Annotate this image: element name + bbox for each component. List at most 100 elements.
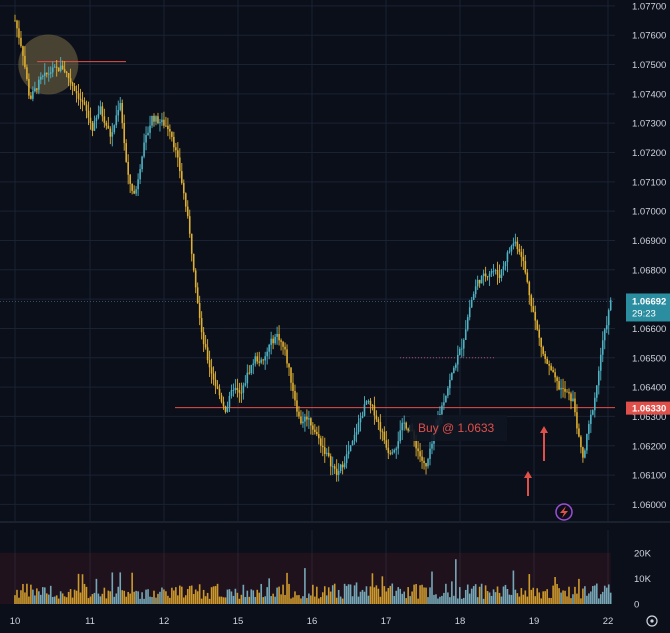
volume-bar [609,592,612,604]
volume-bar [470,588,473,604]
candle-body [115,115,118,126]
volume-bar [534,596,537,604]
volume-bar [224,597,227,604]
candle-body [486,276,489,278]
candle-body [389,452,392,454]
price-tick-label: 1.07600 [632,31,666,42]
volume-bar [365,586,368,604]
candle-body [518,248,521,252]
candle-body [171,131,173,137]
volume-bar [180,586,183,604]
candle-body [137,179,139,190]
candle-body [69,78,72,83]
volume-bar [232,595,235,604]
candle-body [204,344,207,348]
candle-body [192,253,195,271]
volume-bar [357,596,360,604]
gear-center [650,619,654,623]
candle-body [425,463,427,467]
volume-bar [14,595,16,604]
candle-body [175,147,177,151]
candle-body [427,459,429,467]
volume-bar [113,596,116,604]
volume-bar [484,585,487,604]
volume-bar [540,598,543,604]
volume-bar [81,574,84,604]
candle-body [125,143,127,162]
candle-body [462,339,465,349]
highlight-circle [18,34,79,95]
candle-body [298,411,300,417]
candle-body [468,307,471,318]
volume-bar [498,592,501,604]
lightning-icon[interactable] [555,503,573,521]
volume-bar [599,594,602,604]
candle-body [151,115,153,126]
volume-bar [524,590,527,604]
candle-body [256,356,259,362]
candle-body [393,450,396,453]
candle-body [123,123,126,144]
volume-bar [173,590,175,604]
volume-bar [129,593,131,604]
candle-body [77,93,80,99]
candle-body [403,422,405,424]
candle-body [79,98,82,100]
candle-body [34,88,36,92]
candle-body [89,117,92,124]
candle-body [147,132,149,136]
candle-body [294,390,296,401]
volume-bar [32,589,34,604]
volume-bar [18,597,20,604]
volume-bars [14,559,612,604]
volume-bar [417,598,419,604]
candle-body [550,365,552,371]
candle-body [165,125,167,127]
volume-bar [20,590,22,604]
volume-bar [204,596,207,604]
candle-body [95,117,98,121]
candle-body [472,294,475,300]
volume-bar [121,590,124,604]
candle-body [260,359,263,363]
volume-bar [95,578,98,604]
candle-body [182,182,185,194]
candle-body [143,142,145,157]
candle-body [379,422,382,432]
volume-bar [596,583,598,604]
candle-body [383,431,386,441]
volume-bar [127,591,129,604]
volume-bar [41,587,44,604]
candle-body [353,434,356,442]
volume-bar [379,596,382,604]
candle-body [361,415,364,419]
candle-body [133,190,135,194]
volume-bar [437,598,439,604]
volume-bar [28,596,30,604]
volume-bar [532,587,535,604]
candle-body [18,28,20,38]
volume-bar [143,598,145,604]
volume-bar [316,586,318,604]
price-tick-label: 1.06900 [632,236,666,247]
volume-bar [318,598,320,604]
volume-bar [234,588,237,604]
time-tick-label: 18 [455,616,466,627]
candle-body [55,66,58,68]
candle-body [560,388,562,390]
volume-bar [196,591,199,604]
volume-bar [151,597,153,604]
settings-gear-icon[interactable] [646,615,658,627]
volume-bar [488,592,491,604]
volume-bar [264,596,266,604]
candle-body [508,251,511,253]
volume-bar [206,592,209,604]
candle-body [339,464,342,472]
candle-body [478,279,481,284]
candle-body [282,341,284,347]
candle-body [504,262,507,267]
candle-body [304,416,306,422]
candle-body [135,189,137,194]
volume-bar [34,595,36,604]
